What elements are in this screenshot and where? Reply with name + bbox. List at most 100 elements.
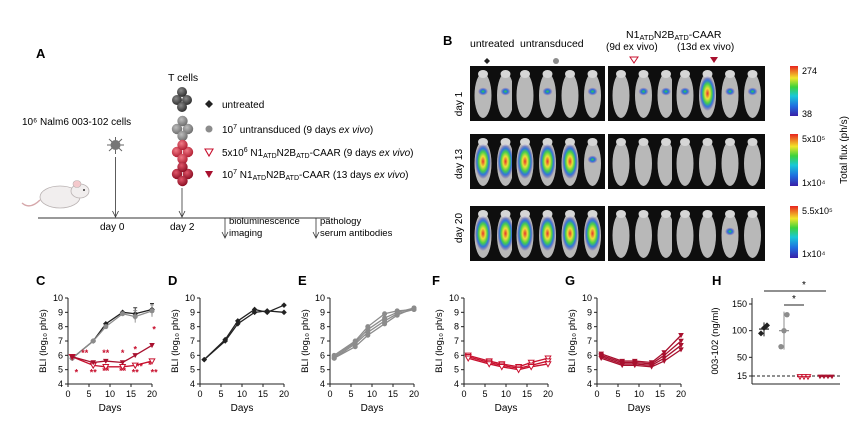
- data-point: [678, 338, 684, 344]
- x-tick-label: 5: [482, 389, 487, 399]
- y-tick-label: 4: [587, 379, 592, 389]
- data-point: [498, 364, 506, 371]
- panel-b: B untreated untransduced N1ATDN2BATD-CAA…: [443, 29, 850, 261]
- significance-mark: *: [133, 344, 137, 354]
- data-point: [148, 358, 156, 365]
- bli-signal: [497, 144, 514, 179]
- x-tick-label: 15: [655, 389, 665, 399]
- y-tick-label: 9: [190, 307, 195, 317]
- sig-star-2: *: [802, 280, 806, 291]
- data-point: [352, 344, 358, 350]
- virus-icon: [107, 137, 124, 154]
- y-tick-label: 8: [587, 322, 592, 332]
- mouse-head: [638, 70, 649, 78]
- bli-signal: [638, 87, 649, 96]
- x-tick-label: 5: [218, 389, 223, 399]
- data-point: [485, 361, 493, 368]
- bli-signal: [584, 216, 601, 251]
- y-tick-label: 4: [190, 379, 195, 389]
- mouse-silhouette: [635, 213, 652, 258]
- series-line-3: [600, 349, 682, 368]
- colorbar-day1-max: 274: [802, 66, 817, 76]
- mouse-head: [542, 210, 553, 218]
- mouse-silhouette: [744, 141, 761, 186]
- series-line-1: [600, 340, 682, 365]
- mouse-head: [520, 138, 530, 146]
- y-tick-label: 5: [58, 365, 63, 375]
- y-tick-label: 10: [315, 293, 325, 303]
- data-point: [764, 322, 770, 329]
- bli-signal: [517, 144, 533, 179]
- mouse-silhouette: [612, 141, 630, 186]
- mouse-head: [520, 70, 530, 78]
- bli-signal: [747, 87, 758, 96]
- data-point: [514, 366, 523, 374]
- data-point: [661, 358, 667, 364]
- significance-mark: **: [151, 367, 159, 377]
- y-tick-label: 6: [587, 350, 592, 360]
- mouse-head: [702, 70, 713, 78]
- series-line-2: [71, 356, 153, 368]
- data-point: [778, 343, 784, 350]
- data-point: [281, 309, 287, 316]
- colorbar-day13: [790, 134, 798, 186]
- row-label-day13: day 13: [454, 149, 465, 179]
- mouse-silhouette: [699, 213, 716, 258]
- colorbar-day1: [790, 66, 798, 116]
- legend-item-caar-9d: 5x106 N1ATDN2BATD-CAAR (9 days ex vivo): [204, 147, 414, 160]
- series-line-3: [72, 344, 153, 364]
- data-point: [648, 364, 655, 370]
- mouse-head: [638, 210, 649, 218]
- legend-text-caar-13d: 107 N1ATDN2BATD-CAAR (13 days ex vivo): [222, 169, 409, 182]
- x-axis-label: Days: [628, 403, 651, 414]
- data-point: [781, 327, 787, 334]
- y-tick-label: 4: [320, 379, 325, 389]
- series-line-2: [600, 344, 682, 367]
- data-point: [235, 321, 241, 327]
- mouse-head: [565, 70, 575, 78]
- series-line-0: [333, 308, 415, 356]
- bli-signal: [539, 216, 556, 251]
- tcells-title: T cells: [168, 72, 198, 84]
- panel-a-label: A: [36, 46, 46, 61]
- data-point: [661, 353, 667, 359]
- y-tick-label: 9: [587, 307, 592, 317]
- data-point: [784, 311, 790, 318]
- mouse-head: [542, 138, 553, 146]
- mouse-head: [680, 138, 690, 146]
- significance-mark: *: [148, 360, 152, 370]
- chart-e: E 4 5 6 7 8 9 10 0 5 10 15 20 Days BLI (log₁₀ ph/s): [298, 273, 419, 414]
- mouse-head: [587, 138, 598, 146]
- data-point: [331, 355, 337, 361]
- data-point: [411, 305, 417, 311]
- bli-signal: [475, 216, 491, 251]
- data-point: [632, 363, 638, 369]
- bli-signal: [725, 227, 735, 236]
- significance-mark: **: [81, 348, 89, 358]
- significance-mark: *: [75, 367, 79, 377]
- y-axis-label: BLI (log₁₀ ph/s): [170, 309, 181, 373]
- mouse-head: [565, 138, 575, 146]
- chart-g: G 4 5 6 7 8 9 10 0 5 10 15 20 Days BLI (log₁₀ ph/s): [565, 273, 686, 414]
- group-untransduced-label: untransduced: [520, 38, 584, 50]
- x-tick-label: 15: [388, 389, 398, 399]
- bli-signal: [562, 144, 578, 179]
- series-line-3: [333, 307, 415, 359]
- x-tick-label: 20: [676, 389, 686, 399]
- x-tick-label: 10: [501, 389, 511, 399]
- x-tick-label: 10: [367, 389, 377, 399]
- panel-h: H 15 50 100 150 003-102 (ng/ml) * *: [710, 273, 842, 385]
- x-axis-label: Days: [495, 403, 518, 414]
- data-point: [201, 356, 207, 363]
- mouse-head: [638, 138, 649, 146]
- panel-label: G: [565, 273, 575, 288]
- tcell-cluster-untransduced: [171, 115, 194, 142]
- mouse-silhouette: [635, 141, 652, 186]
- x-tick-label: 15: [522, 389, 532, 399]
- mouse-silhouette: [657, 213, 675, 258]
- data-point: [222, 338, 228, 344]
- mouse-silhouette: [612, 213, 630, 258]
- data-point: [90, 360, 96, 366]
- mouse-head: [747, 70, 758, 78]
